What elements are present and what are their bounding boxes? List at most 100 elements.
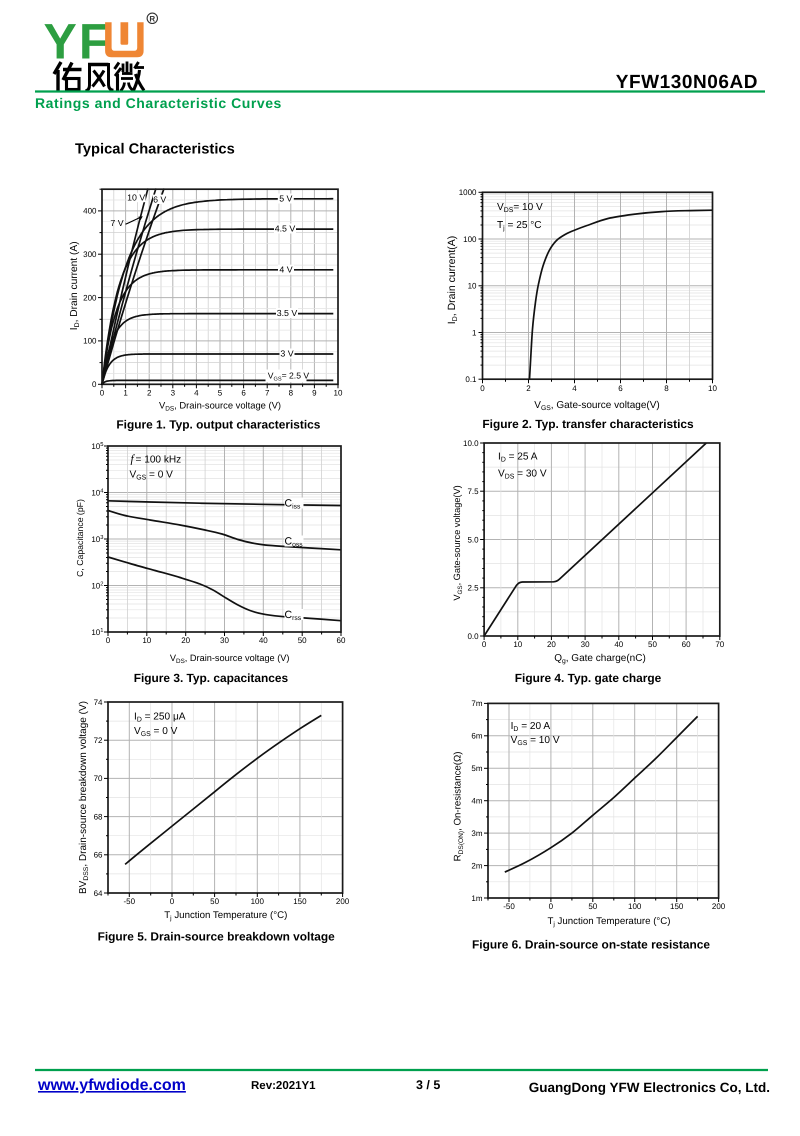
svg-text:Rev:2021Y1: Rev:2021Y1	[251, 1080, 316, 1092]
svg-text:0: 0	[482, 640, 487, 649]
svg-text:3: 3	[171, 389, 176, 398]
svg-text:50: 50	[210, 897, 219, 906]
svg-text:9: 9	[312, 389, 317, 398]
svg-text:3 V: 3 V	[280, 349, 293, 359]
svg-text:70: 70	[94, 774, 103, 783]
svg-text:0: 0	[100, 389, 105, 398]
svg-text:40: 40	[259, 636, 268, 645]
svg-text:0: 0	[549, 902, 554, 911]
svg-text:1: 1	[123, 389, 128, 398]
svg-text:2: 2	[526, 384, 531, 393]
svg-text:100: 100	[628, 902, 642, 911]
svg-text:ID​, Drain current (A): ID​, Drain current (A)	[69, 241, 81, 330]
svg-text:10: 10	[513, 640, 522, 649]
svg-text:3 / 5: 3 / 5	[416, 1078, 440, 1092]
svg-text:5m: 5m	[471, 764, 482, 773]
svg-text:VGS​, Gate-source voltage(V): VGS​, Gate-source voltage(V)	[534, 400, 659, 412]
svg-text:GuangDong YFW Electronics Co,: GuangDong YFW Electronics Co, Ltd.	[529, 1080, 770, 1095]
svg-text:102​: 102​	[91, 581, 103, 591]
svg-text:50: 50	[648, 640, 657, 649]
svg-text:f: f	[131, 454, 136, 466]
svg-text:8: 8	[289, 389, 294, 398]
svg-text:10 V: 10 V	[127, 193, 145, 203]
svg-text:Coss​: Coss​	[285, 536, 304, 549]
svg-text:0.1: 0.1	[465, 375, 477, 384]
svg-text:74: 74	[94, 698, 103, 707]
svg-text:0: 0	[92, 380, 97, 389]
svg-text:60: 60	[337, 636, 346, 645]
svg-text:-50: -50	[124, 897, 136, 906]
svg-text:7m: 7m	[471, 699, 482, 708]
svg-text:VGS​= 2.5 V: VGS​= 2.5 V	[268, 370, 310, 382]
svg-text:Figure 4. Typ. gate charge: Figure 4. Typ. gate charge	[515, 671, 662, 685]
svg-text:C, Capacitance (pF): C, Capacitance (pF)	[75, 499, 85, 577]
svg-text:= 100 kHz: = 100 kHz	[136, 455, 182, 466]
svg-text:7: 7	[265, 389, 270, 398]
svg-text:10: 10	[334, 389, 343, 398]
svg-text:150: 150	[293, 897, 307, 906]
svg-text:VDS​= 10 V: VDS​= 10 V	[497, 202, 543, 214]
svg-text:VGS​ = 0 V: VGS​ = 0 V	[134, 726, 178, 738]
svg-text:50: 50	[298, 636, 307, 645]
svg-text:YFW130N06AD: YFW130N06AD	[616, 72, 758, 93]
svg-text:Figure 1. Typ. output characte: Figure 1. Typ. output characteristics	[116, 418, 320, 432]
svg-text:2m: 2m	[471, 861, 482, 870]
svg-text:0: 0	[480, 384, 485, 393]
svg-text:4 V: 4 V	[279, 265, 292, 275]
svg-text:7.5: 7.5	[467, 487, 479, 496]
svg-text:10: 10	[708, 384, 717, 393]
svg-text:5: 5	[218, 389, 223, 398]
svg-text:www.yfwdiode.com: www.yfwdiode.com	[37, 1077, 186, 1094]
svg-text:400: 400	[83, 207, 97, 216]
svg-text:ID​ = 250 μA: ID​ = 250 μA	[134, 712, 186, 724]
svg-text:VDS​, Drain-source voltage (V): VDS​, Drain-source voltage (V)	[159, 400, 281, 413]
svg-text:Ciss​: Ciss​	[285, 498, 302, 511]
svg-text:Figure 5. Drain-source breakdo: Figure 5. Drain-source breakdown voltage	[98, 930, 336, 944]
svg-text:30: 30	[581, 640, 590, 649]
svg-text:ID​ = 20 A: ID​ = 20 A	[511, 721, 551, 733]
svg-text:6: 6	[618, 384, 623, 393]
svg-text:200: 200	[83, 293, 97, 302]
svg-text:VDS​, Drain-source voltage (V): VDS​, Drain-source voltage (V)	[170, 653, 290, 665]
svg-text:100: 100	[83, 337, 97, 346]
svg-text:60: 60	[682, 640, 691, 649]
svg-text:Figure 2. Typ. transfer charac: Figure 2. Typ. transfer characteristics	[482, 417, 694, 431]
svg-text:2: 2	[147, 389, 152, 398]
svg-text:0: 0	[170, 897, 175, 906]
svg-text:50: 50	[588, 902, 597, 911]
svg-text:BVDSS​, Drain-source breakdown: BVDSS​, Drain-source breakdown voltage (…	[78, 701, 90, 894]
svg-text:Ratings and Characteristic Cur: Ratings and Characteristic Curves	[35, 95, 282, 111]
svg-text:105​: 105​	[91, 442, 103, 451]
svg-text:VGS​, Gate-source voltage(V): VGS​, Gate-source voltage(V)	[452, 485, 464, 600]
svg-text:4.5 V: 4.5 V	[275, 224, 296, 234]
svg-text:4m: 4m	[471, 797, 482, 806]
svg-text:Tj​ Junction Temperature (°C): Tj​ Junction Temperature (°C)	[164, 910, 287, 922]
svg-text:103​: 103​	[91, 534, 103, 544]
svg-text:VGS​ = 10 V: VGS​ = 10 V	[511, 735, 560, 747]
svg-text:68: 68	[94, 812, 103, 821]
svg-text:66: 66	[94, 851, 103, 860]
svg-text:0: 0	[106, 636, 111, 645]
svg-text:100: 100	[251, 897, 265, 906]
svg-text:72: 72	[94, 736, 103, 745]
svg-text:8: 8	[664, 384, 669, 393]
svg-text:104​: 104​	[91, 489, 104, 498]
svg-text:70: 70	[715, 640, 724, 649]
svg-text:VGS​ = 0 V: VGS​ = 0 V	[130, 470, 174, 482]
svg-text:20: 20	[181, 636, 190, 645]
svg-text:6: 6	[241, 389, 246, 398]
svg-text:200: 200	[336, 897, 350, 906]
svg-text:-50: -50	[503, 902, 515, 911]
svg-text:101​: 101​	[91, 628, 103, 637]
svg-text:10.0: 10.0	[463, 439, 479, 448]
svg-text:1000: 1000	[459, 188, 477, 197]
svg-text:4: 4	[572, 384, 577, 393]
svg-text:VDS​ = 30 V: VDS​ = 30 V	[498, 469, 547, 481]
svg-text:10: 10	[468, 282, 477, 291]
svg-text:300: 300	[83, 250, 97, 259]
svg-text:6 V: 6 V	[153, 194, 166, 204]
svg-text:20: 20	[547, 640, 556, 649]
svg-text:3m: 3m	[471, 829, 482, 838]
svg-text:10: 10	[142, 636, 151, 645]
svg-text:1: 1	[472, 328, 477, 337]
